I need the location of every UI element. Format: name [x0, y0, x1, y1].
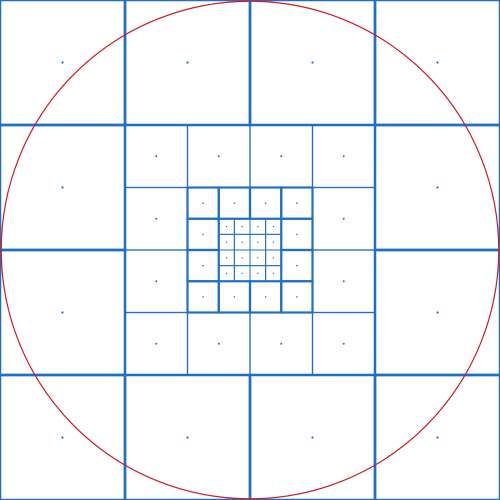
- center-dot-icon: [264, 296, 267, 298]
- cell-center-dots: [61, 61, 439, 439]
- center-dot-icon: [155, 342, 158, 345]
- center-dot-icon: [296, 296, 298, 298]
- center-dot-icon: [436, 311, 439, 314]
- center-dot-icon: [264, 202, 267, 204]
- center-dot-icon: [186, 436, 189, 439]
- grid-cell-level-1: [311, 311, 376, 376]
- center-dot-icon: [186, 61, 189, 64]
- center-dot-icon: [61, 436, 64, 439]
- center-dot-icon: [202, 296, 204, 298]
- center-dot-icon: [280, 155, 283, 158]
- center-dot-icon: [342, 155, 345, 158]
- center-dot-icon: [241, 241, 243, 243]
- center-dot-icon: [155, 155, 158, 158]
- center-dot-icon: [233, 296, 236, 298]
- center-dot-icon: [311, 61, 314, 64]
- center-dot-icon: [272, 225, 275, 228]
- center-dot-icon: [61, 186, 64, 189]
- center-dot-icon: [225, 241, 228, 243]
- center-dot-icon: [225, 257, 228, 259]
- center-dot-icon: [241, 225, 243, 228]
- center-dot-icon: [296, 202, 298, 204]
- center-dot-icon: [257, 225, 259, 228]
- grid-cell-level-2: [280, 280, 314, 314]
- center-dot-icon: [342, 280, 345, 283]
- center-dot-icon: [342, 342, 345, 345]
- center-dot-icon: [202, 264, 204, 267]
- center-dot-icon: [436, 186, 439, 189]
- center-dot-icon: [296, 233, 298, 236]
- center-dot-icon: [155, 280, 158, 283]
- center-dot-icon: [257, 241, 259, 243]
- center-dot-icon: [280, 342, 283, 345]
- center-dot-icon: [61, 61, 64, 64]
- center-dot-icon: [272, 272, 275, 275]
- center-dot-icon: [217, 155, 220, 158]
- center-dot-icon: [257, 257, 259, 259]
- center-dot-icon: [272, 257, 275, 259]
- center-dot-icon: [311, 436, 314, 439]
- grid-cell-level-0: [373, 373, 500, 500]
- center-dot-icon: [436, 61, 439, 64]
- center-dot-icon: [272, 241, 275, 243]
- grid-cell-level-3: [265, 265, 282, 282]
- center-dot-icon: [225, 272, 228, 275]
- center-dot-icon: [233, 202, 236, 204]
- center-dot-icon: [296, 264, 298, 267]
- center-dot-icon: [257, 272, 259, 275]
- center-dot-icon: [202, 233, 204, 236]
- center-dot-icon: [217, 342, 220, 345]
- center-dot-icon: [342, 217, 345, 220]
- center-dot-icon: [61, 311, 64, 314]
- center-dot-icon: [241, 272, 243, 275]
- center-dot-icon: [225, 225, 228, 228]
- center-dot-icon: [155, 217, 158, 220]
- center-dot-icon: [241, 257, 243, 259]
- center-dot-icon: [436, 436, 439, 439]
- center-dot-icon: [202, 202, 204, 204]
